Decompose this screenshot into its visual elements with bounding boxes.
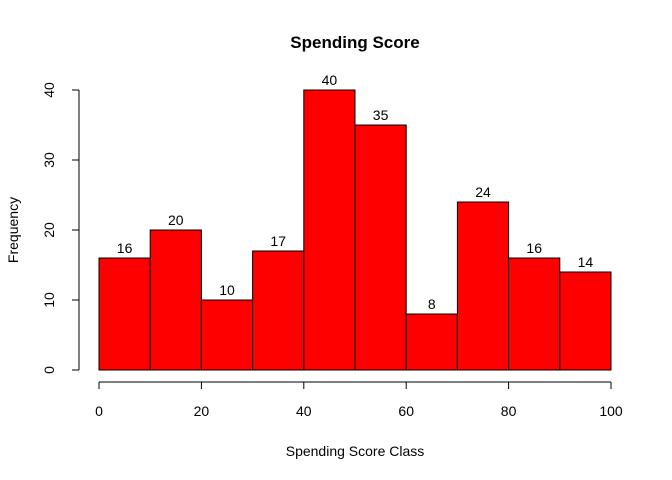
data-label-10-20: 20 <box>168 212 184 228</box>
data-label-80-90: 16 <box>526 240 542 256</box>
x-tick-label: 100 <box>599 403 623 419</box>
bar-20-30 <box>200 299 254 371</box>
data-label-30-40: 17 <box>270 233 286 249</box>
bars-group <box>98 89 612 371</box>
y-tick-label: 10 <box>41 292 57 308</box>
chart-title: Spending Score <box>290 33 419 52</box>
data-label-0-10: 16 <box>117 240 133 256</box>
y-axis: 0 10 20 30 40 <box>41 82 80 374</box>
x-axis: 0 20 40 60 80 100 <box>95 381 623 419</box>
x-tick-label: 40 <box>296 403 312 419</box>
bar-10-20 <box>149 229 202 371</box>
bar-90-100 <box>559 271 612 371</box>
y-tick-label: 20 <box>41 222 57 238</box>
data-label-60-70: 8 <box>428 296 436 312</box>
data-label-90-100: 14 <box>578 254 594 270</box>
bar-60-70 <box>405 313 458 371</box>
data-label-40-50: 40 <box>322 72 338 88</box>
y-tick-label: 40 <box>41 82 57 98</box>
x-tick-label: 20 <box>194 403 210 419</box>
y-tick-label: 30 <box>41 152 57 168</box>
data-label-70-80: 24 <box>475 184 491 200</box>
bar-70-80 <box>456 201 510 371</box>
bar-30-40 <box>252 250 305 371</box>
data-label-20-30: 10 <box>219 282 235 298</box>
x-axis-label: Spending Score Class <box>286 443 425 459</box>
bar-80-90 <box>508 257 561 371</box>
x-tick-label: 60 <box>398 403 414 419</box>
x-tick-label: 0 <box>95 403 103 419</box>
x-tick-label: 80 <box>501 403 517 419</box>
data-labels-group: 16 20 10 17 40 35 8 24 16 14 <box>117 72 594 312</box>
bar-50-60 <box>354 124 407 371</box>
data-label-50-60: 35 <box>373 107 389 123</box>
y-axis-label: Frequency <box>5 197 21 263</box>
bar-40-50 <box>303 89 356 371</box>
bar-0-10 <box>98 257 151 371</box>
y-tick-label: 0 <box>41 366 57 374</box>
